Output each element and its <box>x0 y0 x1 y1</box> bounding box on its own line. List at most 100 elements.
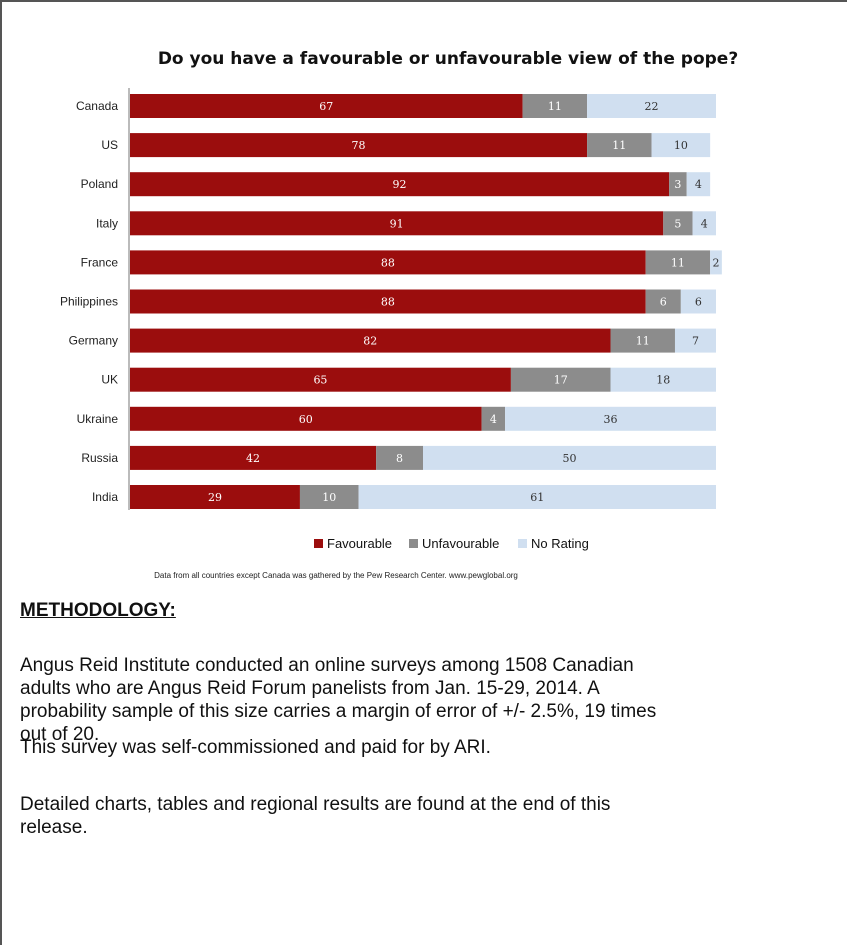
bar-no-rating-italy <box>692 211 716 236</box>
data-label-unfavourable-germany: 11 <box>636 335 650 348</box>
data-label-unfavourable-ukraine: 4 <box>490 413 497 426</box>
source-note: Data from all countries except Canada wa… <box>154 571 518 580</box>
data-label-no-rating-us: 10 <box>674 139 688 152</box>
paragraph-1-line: probability sample of this size carries … <box>20 701 657 722</box>
bar-no-rating-poland <box>686 172 711 197</box>
bar-favourable-uk <box>130 367 511 392</box>
data-label-unfavourable-india: 10 <box>322 491 336 504</box>
paragraph-1-line: Angus Reid Institute conducted an online… <box>20 655 634 676</box>
data-label-unfavourable-us: 11 <box>612 139 626 152</box>
bar-no-rating-canada <box>587 94 716 118</box>
data-label-favourable-philippines: 88 <box>381 296 395 309</box>
legend-swatch-favourable <box>314 539 323 548</box>
data-label-unfavourable-italy: 5 <box>674 217 681 230</box>
data-label-unfavourable-uk: 17 <box>554 374 568 387</box>
bar-favourable-poland <box>130 172 670 197</box>
bar-favourable-germany <box>130 328 611 353</box>
legend-label-no-rating: No Rating <box>531 536 589 551</box>
bars-group: 67 11 22 78 11 10 92 3 4 91 5 4 88 11 2 88 6 6 82 11 7 65 17 18… <box>130 94 722 509</box>
data-label-no-rating-italy: 4 <box>701 217 708 230</box>
bar-unfavourable-india <box>299 485 359 509</box>
data-label-favourable-canada: 67 <box>319 100 333 113</box>
bar-unfavourable-russia <box>376 445 423 470</box>
bar-no-rating-germany <box>674 328 716 353</box>
bar-favourable-canada <box>130 94 523 118</box>
bar-no-rating-us <box>651 133 711 158</box>
data-label-favourable-poland: 92 <box>393 178 407 191</box>
category-label-germany: Germany <box>69 334 118 348</box>
category-label-uk: UK <box>101 373 118 387</box>
chart-title: Do you have a favourable or unfavourable… <box>158 49 738 69</box>
category-label-india: India <box>92 490 118 504</box>
methodology-paragraph-1: Angus Reid Institute conducted an online… <box>20 654 847 746</box>
bar-no-rating-philippines <box>680 289 716 314</box>
bar-no-rating-india <box>358 485 716 509</box>
bar-unfavourable-germany <box>610 328 675 353</box>
data-label-no-rating-france: 2 <box>713 256 720 269</box>
data-label-unfavourable-philippines: 6 <box>660 296 667 309</box>
category-label-france: France <box>81 255 119 269</box>
bar-unfavourable-italy <box>663 211 693 236</box>
bar-favourable-philippines <box>130 289 646 314</box>
paragraph-1-line: adults who are Angus Reid Forum panelist… <box>20 678 600 699</box>
data-label-unfavourable-poland: 3 <box>674 178 681 191</box>
bar-favourable-india <box>130 485 300 509</box>
category-label-canada: Canada <box>76 99 118 113</box>
bar-favourable-us <box>130 133 588 158</box>
category-label-us: US <box>101 138 118 152</box>
legend-label-unfavourable: Unfavourable <box>422 536 499 551</box>
methodology-heading: METHODOLOGY: <box>20 600 176 621</box>
data-label-no-rating-uk: 18 <box>656 374 670 387</box>
category-label-italy: Italy <box>96 216 118 230</box>
bar-favourable-france <box>130 250 646 275</box>
category-labels: Canada US Poland Italy France Philippines Germ… <box>60 99 118 504</box>
category-label-russia: Russia <box>81 451 118 465</box>
data-label-no-rating-poland: 4 <box>695 178 702 191</box>
data-label-favourable-uk: 65 <box>313 374 327 387</box>
data-label-no-rating-germany: 7 <box>692 335 699 348</box>
bar-unfavourable-uk <box>510 367 611 392</box>
bar-no-rating-ukraine <box>505 406 716 431</box>
data-label-favourable-india: 29 <box>208 491 222 504</box>
methodology-paragraph-2: This survey was self-commissioned and pa… <box>20 737 491 758</box>
data-label-favourable-ukraine: 60 <box>299 413 313 426</box>
category-label-poland: Poland <box>81 177 118 191</box>
legend-label-favourable: Favourable <box>327 536 392 551</box>
bar-no-rating-france <box>710 250 722 275</box>
data-label-no-rating-canada: 22 <box>645 100 659 113</box>
data-label-no-rating-philippines: 6 <box>695 296 702 309</box>
legend-swatch-unfavourable <box>409 539 418 548</box>
data-label-no-rating-india: 61 <box>530 491 544 504</box>
data-label-unfavourable-canada: 11 <box>548 100 562 113</box>
paragraph-1-line: out of 20. <box>20 724 100 745</box>
data-label-favourable-russia: 42 <box>246 452 260 465</box>
bar-favourable-russia <box>130 445 377 470</box>
category-label-ukraine: Ukraine <box>77 412 119 426</box>
data-label-unfavourable-france: 11 <box>671 256 685 269</box>
bar-unfavourable-us <box>587 133 652 158</box>
data-label-favourable-us: 78 <box>352 139 366 152</box>
data-label-favourable-france: 88 <box>381 256 395 269</box>
data-label-no-rating-ukraine: 36 <box>604 413 618 426</box>
chart: Do you have a favourable or unfavourable… <box>60 49 738 580</box>
data-label-no-rating-russia: 50 <box>563 452 577 465</box>
bar-favourable-italy <box>130 211 664 236</box>
category-label-philippines: Philippines <box>60 295 118 309</box>
legend: Favourable Unfavourable No Rating <box>314 536 589 551</box>
methodology-paragraph-3: Detailed charts, tables and regional res… <box>20 793 847 839</box>
data-label-favourable-italy: 91 <box>390 217 404 230</box>
bar-unfavourable-france <box>645 250 711 275</box>
bar-no-rating-russia <box>423 445 716 470</box>
data-label-unfavourable-russia: 8 <box>396 452 403 465</box>
bar-unfavourable-canada <box>522 94 588 118</box>
legend-swatch-no-rating <box>518 539 527 548</box>
bar-unfavourable-poland <box>669 172 687 197</box>
paragraph-3-line: release. <box>20 817 88 838</box>
bar-unfavourable-ukraine <box>481 406 506 431</box>
bar-favourable-ukraine <box>130 406 482 431</box>
data-label-favourable-germany: 82 <box>363 335 377 348</box>
bar-unfavourable-philippines <box>645 289 681 314</box>
bar-no-rating-uk <box>610 367 716 392</box>
paragraph-3-line: Detailed charts, tables and regional res… <box>20 794 611 815</box>
